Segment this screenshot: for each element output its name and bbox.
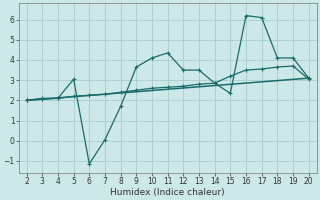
X-axis label: Humidex (Indice chaleur): Humidex (Indice chaleur) bbox=[110, 188, 225, 197]
